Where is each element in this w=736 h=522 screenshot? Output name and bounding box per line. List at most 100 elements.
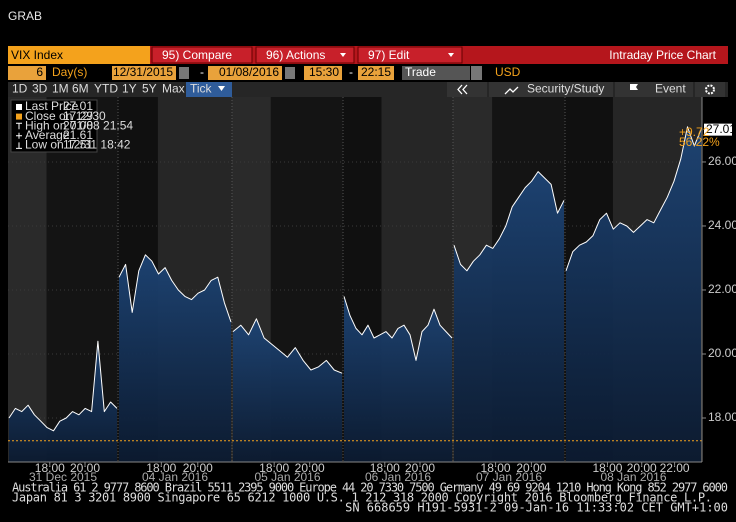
y-tick-label: 18.00 <box>708 410 736 424</box>
legend-label: High on 01/08 21:54 <box>25 118 133 132</box>
y-tick-label: 24.00 <box>708 218 736 232</box>
time-tab[interactable]: 1D <box>12 82 28 96</box>
x-date-label: 07 Jan 2016 <box>476 470 542 484</box>
start-time-input: 15:30 <box>309 65 339 79</box>
last-price-label: 27.01 <box>706 122 736 136</box>
last-price-tag <box>704 123 732 136</box>
legend-icon <box>16 132 22 139</box>
price-area <box>344 296 452 462</box>
legend-label: Average <box>25 128 70 142</box>
tool-button[interactable] <box>447 82 487 97</box>
price-line <box>343 296 453 361</box>
calendar-icon[interactable] <box>285 67 295 79</box>
legend-value: 17.29 <box>63 109 93 123</box>
security-box[interactable] <box>8 46 150 64</box>
end-date-input-box[interactable] <box>208 66 282 80</box>
time-tab[interactable]: 3D <box>32 82 48 96</box>
x-tick-label: 18:00 <box>35 461 65 475</box>
end-time-input-box[interactable] <box>358 66 394 80</box>
legend-label: Close on 12/30 <box>25 109 106 123</box>
x-tick-label: 20:00 <box>295 461 325 475</box>
time-tab[interactable]: Tick <box>190 82 213 96</box>
footer-line: Japan 81 3 3201 8900 Singapore 65 6212 1… <box>12 491 712 505</box>
tool-label: Security/Study <box>527 82 604 96</box>
start-date-input-box[interactable] <box>112 66 176 80</box>
dropdown-arrow <box>340 53 346 57</box>
session-band <box>46 97 118 462</box>
legend-icon <box>16 122 22 130</box>
price-line <box>8 340 118 432</box>
scroll-icon <box>457 84 468 95</box>
calendar-icon[interactable] <box>179 67 189 79</box>
x-tick-label: 18:00 <box>481 461 511 475</box>
legend-label: Low on 12/31 18:42 <box>25 138 131 152</box>
legend-icon <box>16 142 22 149</box>
x-tick-label: 20:00 <box>627 461 657 475</box>
legend-icon <box>16 113 22 120</box>
currency: USD <box>495 65 521 79</box>
x-tick-label: 20:00 <box>183 461 213 475</box>
x-tick-label: 20:00 <box>70 461 100 475</box>
tool-button[interactable] <box>489 82 613 97</box>
dropdown-arrow <box>448 53 454 57</box>
x-tick-label: 20:00 <box>516 461 546 475</box>
footer-line: Australia 61 2 9777 8600 Brazil 5511 239… <box>12 481 728 495</box>
footer-line: SN 668659 H191-5931-2 09-Jan-16 11:33:02… <box>345 501 728 515</box>
legend-value: 27.08 <box>63 118 93 132</box>
period-unit: Day(s) <box>52 65 87 79</box>
field-box[interactable] <box>402 66 470 80</box>
price-line <box>118 254 232 323</box>
change-label: +9.72 <box>679 125 710 139</box>
time-tab[interactable]: 5Y <box>142 82 157 96</box>
x-date-label: 08 Jan 2016 <box>600 470 666 484</box>
start-time-input-box[interactable] <box>304 66 342 80</box>
time-tab[interactable]: 1M <box>52 82 69 96</box>
time-tab[interactable]: 6M <box>72 82 89 96</box>
x-tick-label: 22:00 <box>660 461 690 475</box>
dropdown-box[interactable] <box>471 66 482 80</box>
time-tab[interactable]: Max <box>162 82 185 96</box>
x-tick-label: 18:00 <box>370 461 400 475</box>
x-tick-label: 18:00 <box>146 461 176 475</box>
legend-label: Last Price <box>25 99 79 113</box>
price-area <box>566 126 701 463</box>
x-date-label: 06 Jan 2016 <box>365 470 431 484</box>
toolbar-button-label: 97) Edit <box>368 48 410 62</box>
x-tick-label: 20:00 <box>405 461 435 475</box>
toolbar-button[interactable] <box>151 46 253 64</box>
toolbar-button-label: 96) Actions <box>266 48 325 62</box>
time-tab[interactable]: 1Y <box>122 82 137 96</box>
chart-title: Intraday Price Chart <box>609 48 716 62</box>
end-date-input: 01/08/2016 <box>219 65 279 79</box>
toolbar-button[interactable] <box>255 46 355 64</box>
start-date-input: 12/31/2015 <box>113 65 173 79</box>
legend-box <box>10 99 98 153</box>
end-time-input: 22:15 <box>361 65 391 79</box>
x-tick-label: 18:00 <box>259 461 289 475</box>
price-line <box>232 318 343 374</box>
toolbar-button[interactable] <box>357 46 463 64</box>
window-title: GRAB <box>8 9 42 23</box>
period-input: 6 <box>36 65 43 79</box>
legend-value: 17.51 <box>63 138 93 152</box>
tool-button[interactable] <box>695 82 725 97</box>
y-tick-label: 26.00 <box>708 154 736 168</box>
tool-label: Event <box>655 82 686 96</box>
change-pct: 56.22% <box>679 135 720 149</box>
period-input-box[interactable] <box>8 66 46 80</box>
security-name: VIX Index <box>11 48 63 62</box>
x-date-label: 31 Dec 2015 <box>29 470 97 484</box>
price-area <box>9 341 117 462</box>
settings-icon <box>705 84 715 95</box>
price-area <box>119 254 231 462</box>
price-line <box>453 171 565 272</box>
session-band <box>8 97 47 462</box>
separator: - <box>200 65 204 79</box>
x-tick-label: 18:00 <box>592 461 622 475</box>
tab-active[interactable] <box>186 82 232 97</box>
x-date-label: 04 Jan 2016 <box>142 470 208 484</box>
time-tab[interactable]: YTD <box>94 82 118 96</box>
price-line <box>565 126 702 271</box>
price-area <box>233 318 342 462</box>
